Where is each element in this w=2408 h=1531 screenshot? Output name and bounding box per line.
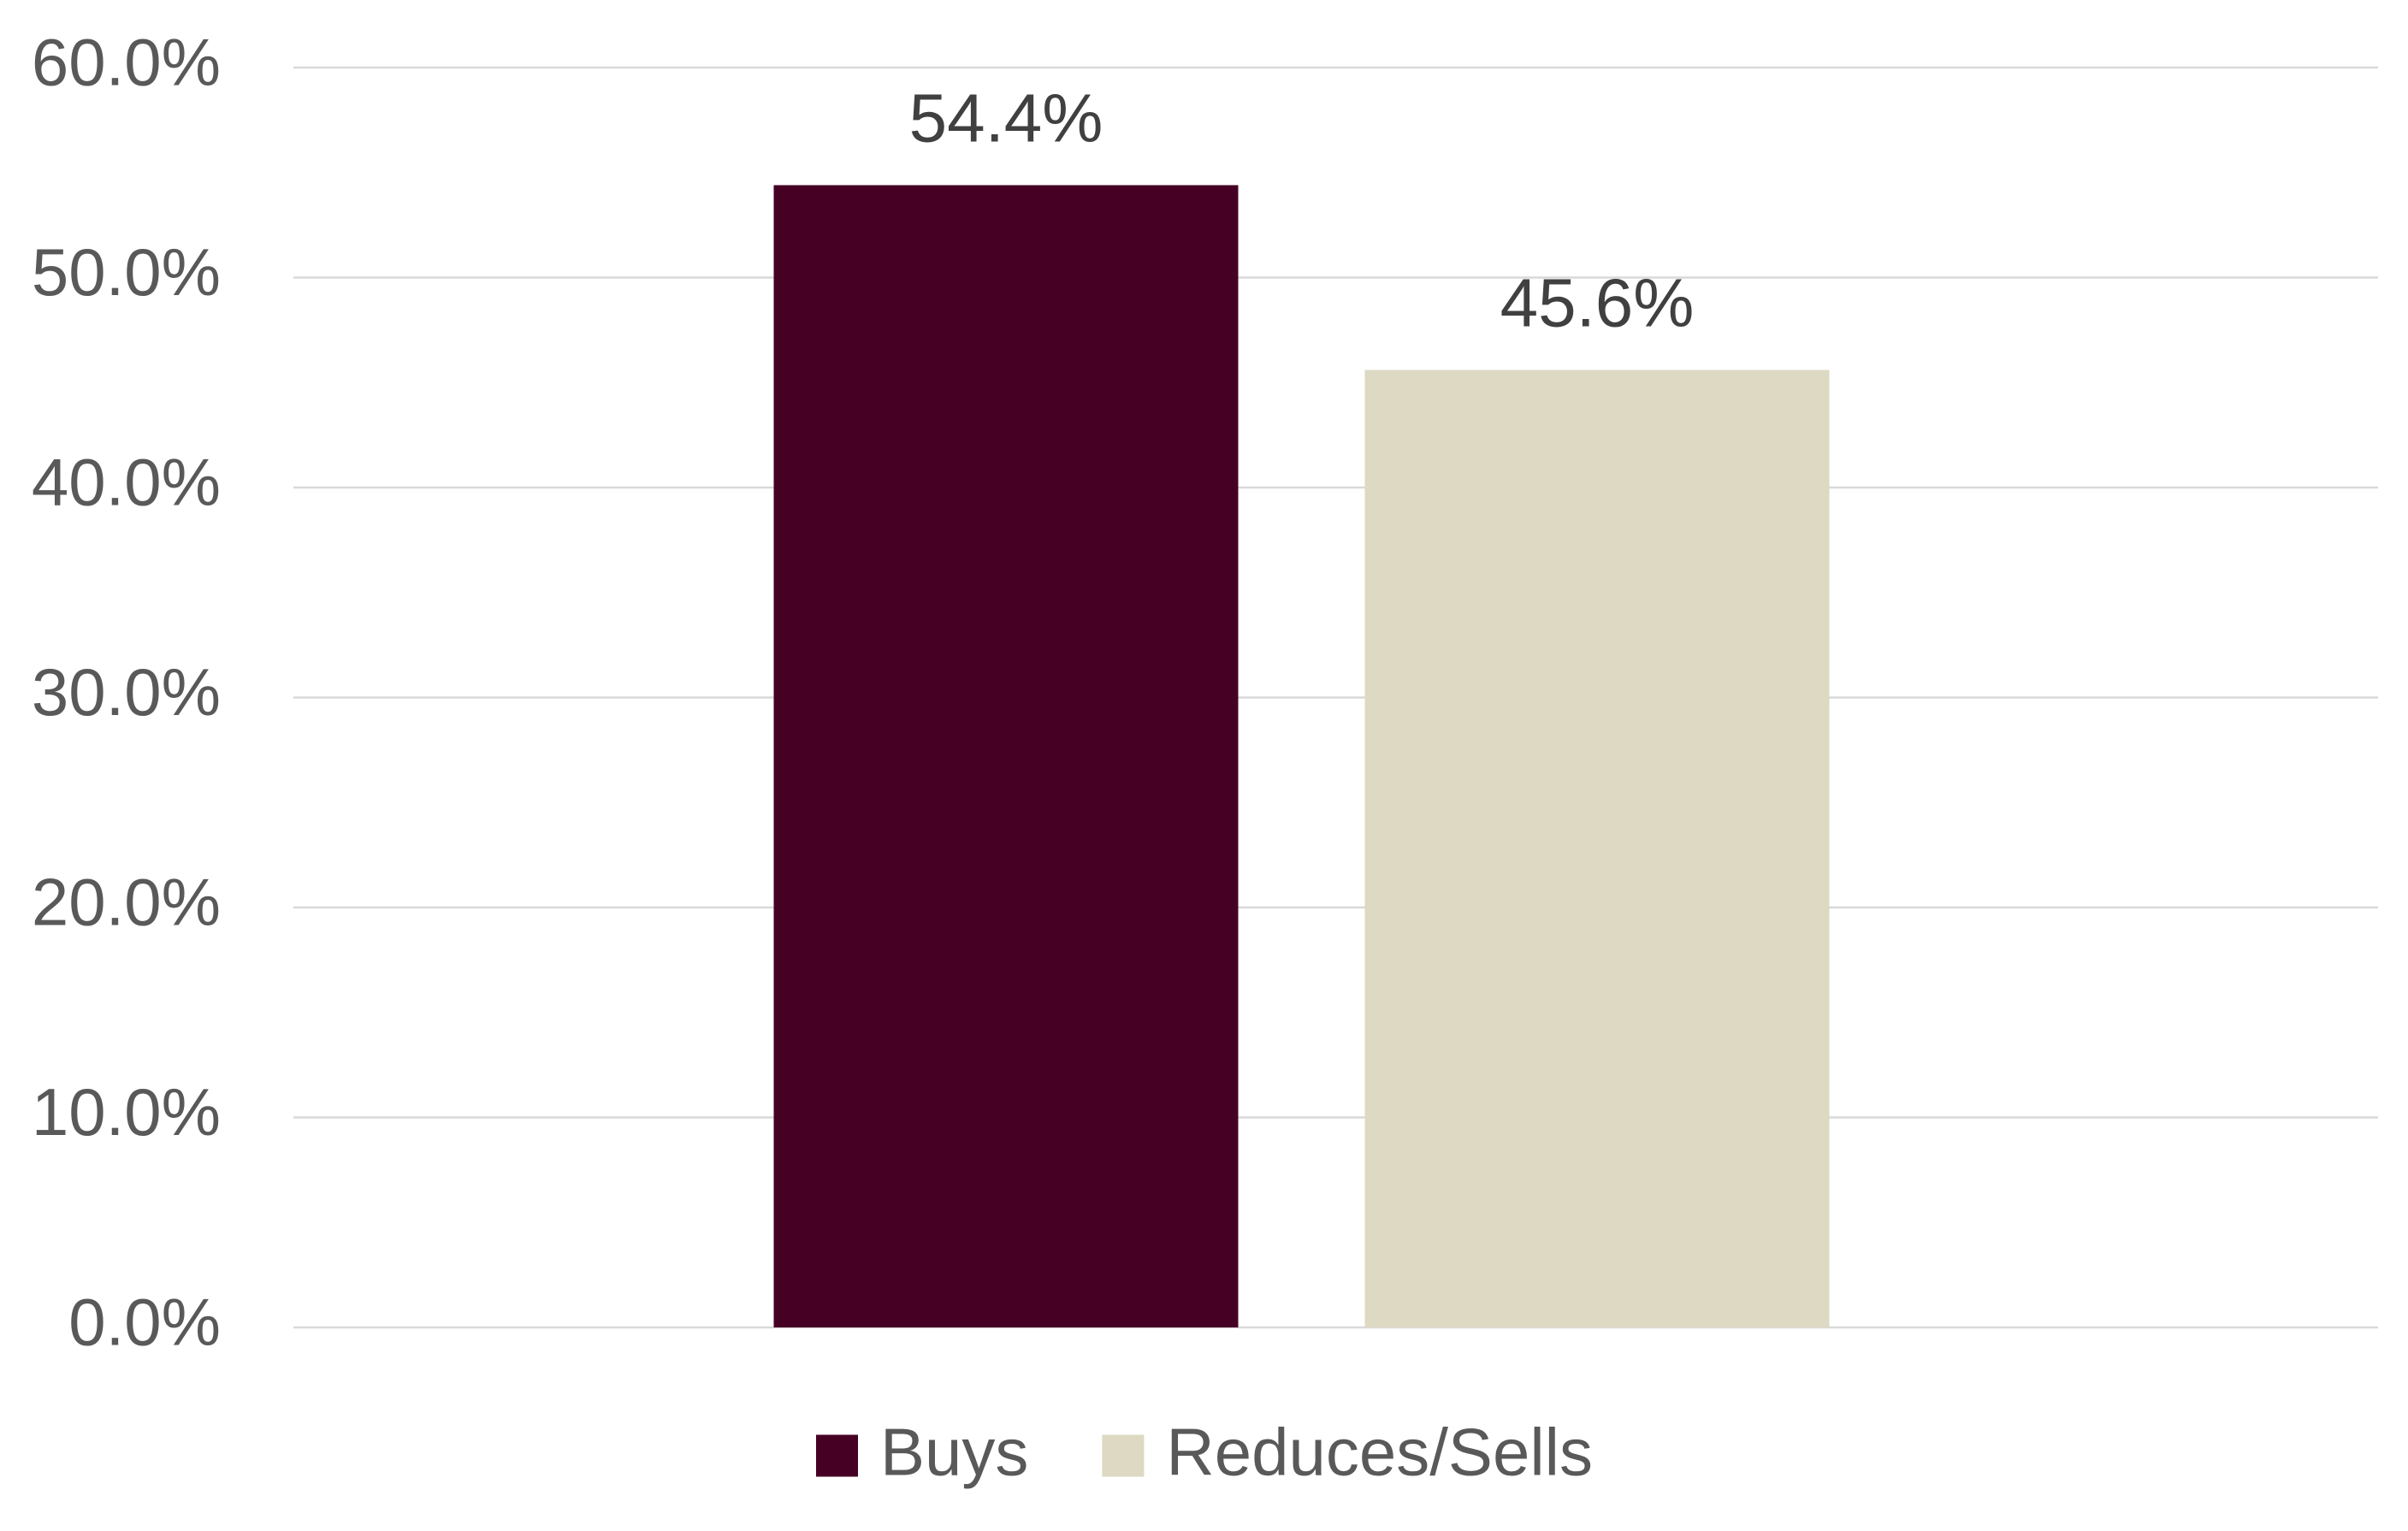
y-tick-label: 60.0% [32,25,221,100]
y-tick-label: 10.0% [32,1074,221,1150]
data-label: 54.4% [909,80,1103,157]
y-tick-label: 0.0% [68,1285,221,1360]
bar [773,185,1239,1328]
legend-label: Buys [880,1415,1028,1490]
legend-label: Reduces/Sells [1166,1415,1593,1490]
data-label: 45.6% [1500,265,1695,341]
y-tick-label: 40.0% [32,445,221,520]
legend-swatch [816,1434,858,1477]
bar [1364,369,1830,1327]
y-tick-label: 30.0% [32,654,221,730]
legend-swatch [1102,1434,1145,1477]
y-tick-label: 50.0% [32,234,221,310]
y-tick-label: 20.0% [32,865,221,940]
